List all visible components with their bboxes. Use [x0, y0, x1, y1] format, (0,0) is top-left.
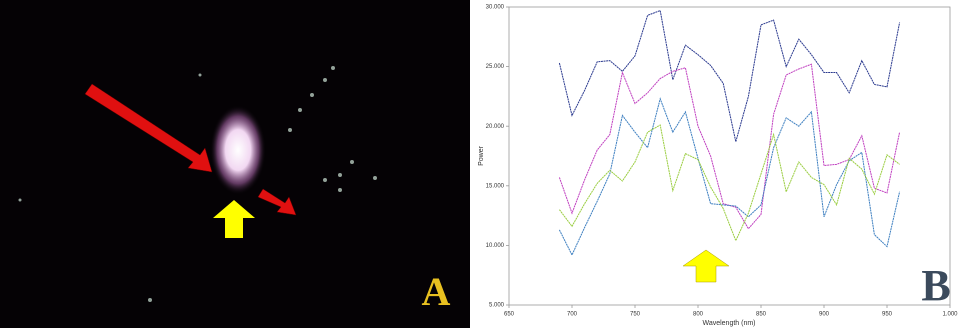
x-tick-label: 750 [630, 312, 641, 318]
y-tick-label: 10.000 [486, 243, 505, 249]
x-axis-label: Wavelength (nm) [702, 320, 755, 327]
yellow-arrow [682, 249, 730, 283]
y-tick-label: 20.000 [486, 124, 505, 130]
red-arrow [257, 188, 297, 216]
plot-frame [508, 6, 951, 306]
x-tick-label: 700 [567, 312, 578, 318]
red-arrow [84, 83, 213, 173]
panel-label: A [422, 269, 451, 314]
x-tick-label: 900 [819, 312, 830, 318]
y-axis-label: Power [478, 145, 485, 166]
x-tick-label: 650 [504, 312, 515, 318]
y-tick-label: 5.000 [489, 303, 505, 309]
series-line [558, 9, 901, 142]
y-tick-label: 15.000 [486, 183, 505, 189]
x-tick-label: 850 [756, 312, 767, 318]
yellow-arrow [213, 200, 255, 238]
bright-spot [210, 105, 266, 195]
particles [18, 66, 377, 302]
chart-background [476, 0, 958, 328]
x-tick-label: 950 [882, 312, 893, 318]
image-panel: A [0, 0, 470, 328]
series-line [558, 63, 901, 230]
chart-panel: Wavelength (nm) Power B 650 700 750 800 850 9… [476, 0, 958, 328]
y-tick-label: 25.000 [486, 64, 505, 70]
panel-label: B [921, 261, 950, 310]
series-line [559, 124, 900, 242]
y-tick-label: 30.000 [486, 5, 505, 11]
series-line [558, 97, 901, 257]
x-tick-label: 800 [693, 312, 704, 318]
x-tick-label: 1.000 [942, 312, 958, 318]
